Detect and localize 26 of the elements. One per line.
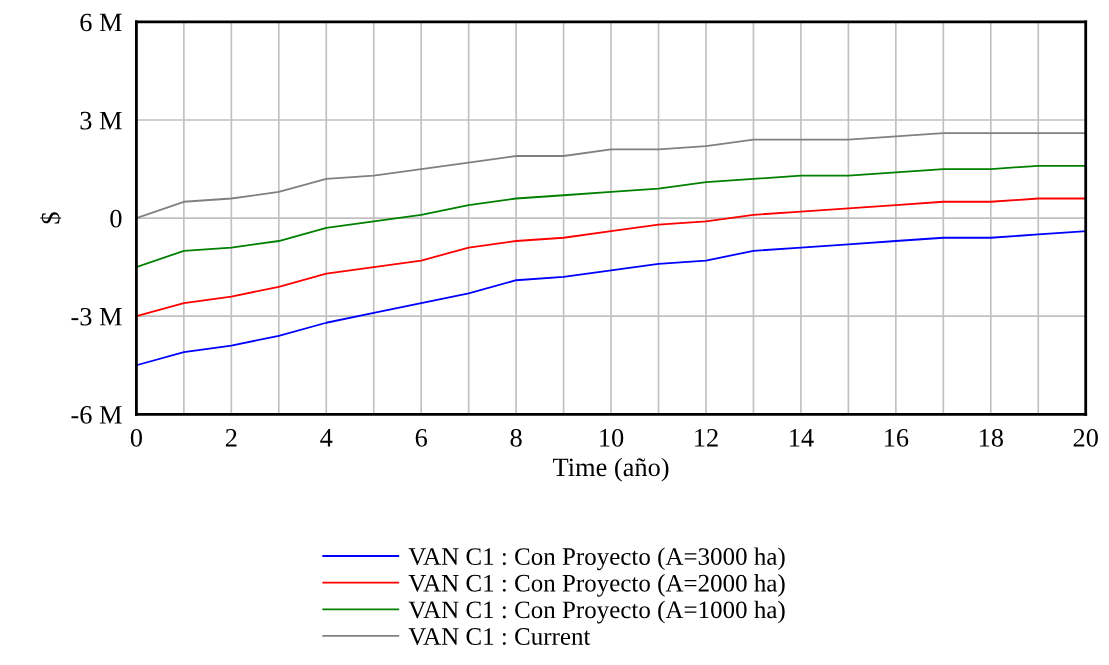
line-series <box>135 132 1087 220</box>
line-series <box>135 230 1087 367</box>
x-tick-label: 20 <box>1073 428 1098 447</box>
x-tick-label: 2 <box>225 429 237 447</box>
y-tick-label: 0 <box>110 209 122 228</box>
x-tick-label: 10 <box>600 428 624 447</box>
x-tick-label: 8 <box>510 428 522 447</box>
y-tick-label: 6 M <box>80 13 122 32</box>
x-tick-label: 0 <box>130 428 142 447</box>
y-tick-label: -6 M <box>71 405 122 424</box>
x-tick-label: 16 <box>884 429 909 447</box>
line-series <box>135 197 1087 318</box>
x-tick-label: 14 <box>790 429 814 447</box>
y-tick-label: -3 M <box>71 307 122 326</box>
legend-label: VAN C1 : Current <box>408 628 591 646</box>
x-tick-label: 18 <box>979 428 1003 447</box>
line-series <box>135 164 1087 269</box>
x-tick-label: 6 <box>415 429 428 447</box>
x-tick-label: 12 <box>695 429 718 447</box>
legend-label: VAN C1 : Con Proyecto (A=3000 ha) <box>408 547 785 571</box>
x-axis-title: Time (año) <box>553 457 669 482</box>
y-tick-label: 3 M <box>80 111 122 130</box>
x-tick-label: 4 <box>320 429 333 447</box>
y-axis-title: $ <box>40 212 62 224</box>
legend-label: VAN C1 : Con Proyecto (A=1000 ha) <box>408 600 785 624</box>
legend-label: VAN C1 : Con Proyecto (A=2000 ha) <box>408 574 785 597</box>
